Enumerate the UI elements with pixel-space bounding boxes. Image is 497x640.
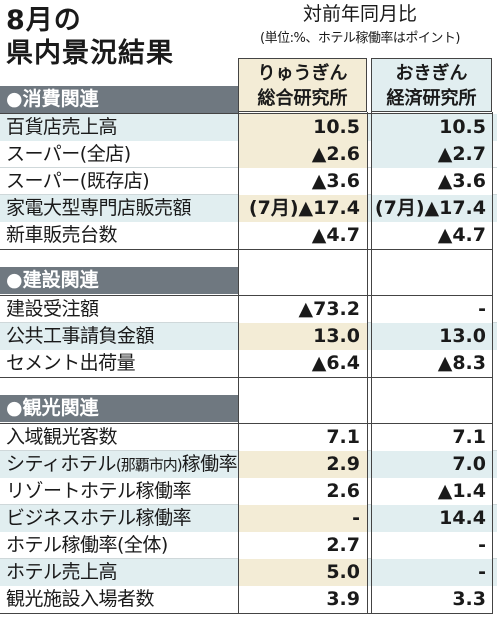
section-header-tourism: ●観光関連 bbox=[0, 395, 238, 422]
table-row: 公共工事請負金額 13.0 13.0 bbox=[0, 323, 497, 350]
row-label: ビジネスホテル稼働率 bbox=[6, 507, 192, 529]
row-label: 公共工事請負金額 bbox=[6, 325, 155, 347]
title-line-2: 県内景況結果 bbox=[6, 38, 174, 69]
table-row: セメント出荷量 ▲6.4 ▲8.3 bbox=[0, 350, 497, 377]
row-label: 建設受注額 bbox=[6, 298, 99, 320]
table-row: 建設受注額 ▲73.2 - bbox=[0, 296, 497, 323]
value-okigin: 7.0 bbox=[452, 453, 486, 475]
table-row: 新車販売台数 ▲4.7 ▲4.7 bbox=[0, 222, 497, 249]
value-okigin: 7.1 bbox=[371, 424, 492, 451]
value-ryugin: ▲3.6 bbox=[238, 168, 367, 195]
value-ryugin: 2.7 bbox=[238, 532, 367, 559]
value-okigin: (7月)▲17.4 bbox=[374, 197, 486, 219]
table-row: 百貨店売上高 10.5 10.5 bbox=[0, 114, 497, 141]
table-bottom-border bbox=[0, 613, 493, 614]
row-label: リゾートホテル稼働率 bbox=[6, 480, 192, 502]
section-header-consumption: ●消費関連 bbox=[0, 86, 238, 113]
value-ryugin: 2.9 bbox=[238, 451, 367, 478]
row-label-small: (那覇市内) bbox=[115, 456, 183, 474]
column-divider bbox=[371, 112, 372, 614]
value-ryugin: 10.5 bbox=[238, 114, 367, 141]
value-ryugin: (7月)▲17.4 bbox=[238, 195, 367, 222]
value-ryugin: 2.6 bbox=[238, 478, 367, 505]
table-row: 家電大型専門店販売額 (7月)▲17.4 (7月)▲17.4 bbox=[0, 195, 497, 222]
value-okigin: ▲4.7 bbox=[371, 222, 492, 249]
row-label: ホテル売上高 bbox=[6, 561, 118, 583]
row-label-tail: 稼働率 bbox=[181, 453, 238, 475]
value-ryugin: ▲6.4 bbox=[238, 350, 367, 377]
value-okigin: 10.5 bbox=[439, 116, 486, 138]
section-header-construction: ●建設関連 bbox=[0, 267, 238, 294]
value-okigin: ▲2.7 bbox=[371, 141, 492, 168]
value-okigin: ▲3.6 bbox=[371, 168, 492, 195]
value-ryugin: ▲73.2 bbox=[238, 296, 367, 323]
row-label-main: シティホテル bbox=[6, 453, 116, 475]
column-divider bbox=[238, 112, 239, 614]
table-row: リゾートホテル稼働率 2.6 ▲1.4 bbox=[0, 478, 497, 505]
column-header-line: 経済研究所 bbox=[386, 88, 477, 109]
value-okigin: 14.4 bbox=[439, 507, 486, 529]
table-row: 入域観光客数 7.1 7.1 bbox=[0, 424, 497, 451]
row-label: スーパー(全店) bbox=[6, 143, 131, 165]
table-row: スーパー(全店) ▲2.6 ▲2.7 bbox=[0, 141, 497, 168]
row-label: スーパー(既存店) bbox=[6, 170, 150, 192]
value-ryugin: - bbox=[238, 505, 367, 532]
row-label: 観光施設入場者数 bbox=[6, 588, 155, 610]
row-divider bbox=[0, 249, 493, 250]
row-label: シティホテル(那覇市内)稼働率 bbox=[6, 451, 238, 478]
value-ryugin: ▲2.6 bbox=[238, 141, 367, 168]
column-header-ryugin: りゅうぎん 総合研究所 bbox=[238, 58, 367, 112]
value-ryugin: 7.1 bbox=[238, 424, 367, 451]
row-divider bbox=[0, 113, 493, 114]
value-okigin: 13.0 bbox=[439, 325, 486, 347]
table-row: ビジネスホテル稼働率 - 14.4 bbox=[0, 505, 497, 532]
column-header-okigin: おきぎん 経済研究所 bbox=[371, 58, 492, 112]
page-title: 8月の 県内景況結果 bbox=[6, 4, 174, 70]
row-label: 家電大型専門店販売額 bbox=[6, 197, 192, 219]
column-header-line: 総合研究所 bbox=[257, 88, 348, 109]
row-divider bbox=[0, 377, 493, 378]
row-label: ホテル稼働率(全体) bbox=[6, 534, 168, 556]
table-row: ホテル稼働率(全体) 2.7 - bbox=[0, 532, 497, 559]
value-ryugin: 13.0 bbox=[238, 323, 367, 350]
value-okigin: ▲8.3 bbox=[371, 350, 492, 377]
value-okigin: - bbox=[478, 561, 486, 583]
value-okigin: ▲1.4 bbox=[371, 478, 492, 505]
column-divider bbox=[492, 112, 493, 614]
table-row: ホテル売上高 5.0 - bbox=[0, 559, 497, 586]
column-divider bbox=[367, 112, 368, 614]
column-header-line: おきぎん bbox=[395, 63, 468, 84]
row-label: セメント出荷量 bbox=[6, 352, 136, 374]
column-header-line: りゅうぎん bbox=[257, 63, 348, 84]
subtitle: 対前年同月比 bbox=[302, 3, 417, 25]
row-label: 入域観光客数 bbox=[6, 426, 118, 448]
value-okigin: - bbox=[371, 532, 492, 559]
row-label: 百貨店売上高 bbox=[6, 116, 118, 138]
row-divider bbox=[0, 423, 493, 424]
row-label: 新車販売台数 bbox=[6, 224, 118, 246]
value-ryugin: 3.9 bbox=[238, 586, 367, 613]
row-divider bbox=[0, 295, 493, 296]
table-row: シティホテル(那覇市内)稼働率 2.9 7.0 bbox=[0, 451, 497, 478]
title-line-1: 8月の bbox=[6, 5, 82, 36]
value-ryugin: 5.0 bbox=[238, 559, 367, 586]
table-row: スーパー(既存店) ▲3.6 ▲3.6 bbox=[0, 168, 497, 195]
unit-note: (単位:%、ホテル稼働率はポイント) bbox=[260, 31, 460, 46]
value-ryugin: ▲4.7 bbox=[238, 222, 367, 249]
table-row: 観光施設入場者数 3.9 3.3 bbox=[0, 586, 497, 613]
value-okigin: 3.3 bbox=[371, 586, 492, 613]
value-okigin: - bbox=[371, 296, 492, 323]
